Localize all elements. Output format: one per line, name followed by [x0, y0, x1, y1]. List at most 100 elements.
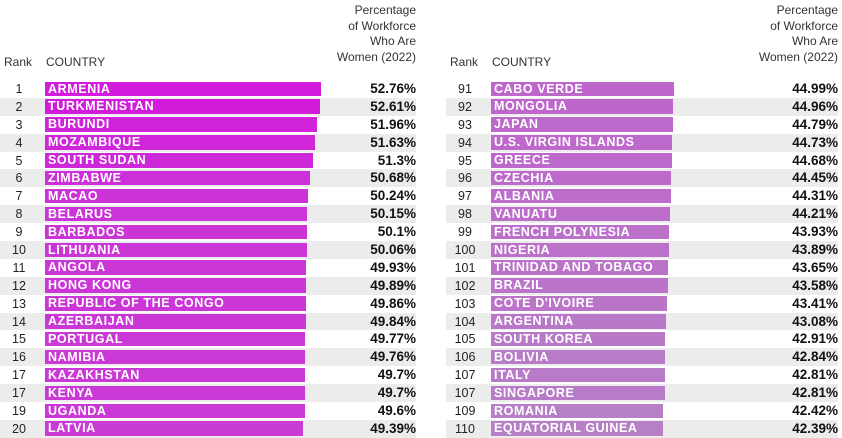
- value-label: 44.45%: [792, 170, 838, 186]
- rank-label: 16: [12, 350, 26, 365]
- bar: MONGOLIA: [491, 99, 674, 114]
- bar: ANGOLA: [45, 260, 307, 275]
- rank-label: 9: [15, 225, 23, 240]
- bar: CABO VERDE: [491, 81, 674, 96]
- bar: TURKMENISTAN: [45, 99, 321, 114]
- table-row: 98 VANUATU 44.21%: [446, 205, 838, 224]
- value-label: 44.96%: [792, 98, 838, 114]
- value-label: 43.65%: [792, 259, 838, 275]
- bar: EQUATORIAL GUINEA: [491, 421, 663, 436]
- rank-label: 109: [454, 404, 476, 419]
- rank-label: 97: [458, 189, 472, 204]
- value-label: 51.3%: [377, 152, 416, 168]
- rank-label: 91: [458, 82, 472, 96]
- bar: BURUNDI: [45, 117, 317, 132]
- value-label: 42.81%: [792, 367, 838, 383]
- value-label: 49.93%: [370, 259, 416, 275]
- rank-label: 98: [458, 207, 472, 222]
- rank-label: 103: [454, 296, 476, 311]
- table-row: 104 ARGENTINA 43.08%: [446, 312, 838, 331]
- value-label: 50.06%: [370, 242, 416, 258]
- bar: BARBADOS: [45, 224, 308, 240]
- value-label: 42.84%: [792, 349, 838, 365]
- bar: HONG KONG: [45, 278, 306, 293]
- rank-label: 5: [15, 153, 23, 168]
- rank-label: 101: [454, 260, 476, 275]
- bar: FRENCH POLYNESIA: [491, 224, 670, 240]
- rank-label: 3: [15, 117, 23, 132]
- bar: CZECHIA: [491, 170, 672, 186]
- bar: GREECE: [491, 153, 673, 168]
- table-row: 103 COTE D'IVOIRE 43.41%: [446, 295, 838, 313]
- table-row: 19 UGANDA 49.6%: [0, 402, 416, 420]
- value-label: 42.42%: [792, 403, 838, 419]
- rows-left: 1 ARMENIA 52.76% 2 TURKMENISTAN 52.61% 3 BURUND…: [0, 80, 416, 438]
- right-panel: Rank COUNTRY Percentage of Workforce Who…: [446, 0, 838, 438]
- value-label: 50.15%: [370, 206, 416, 222]
- rank-label: 7: [15, 189, 23, 204]
- value-label: 44.21%: [792, 206, 838, 222]
- bar: SOUTH SUDAN: [45, 153, 314, 168]
- value-label: 49.84%: [370, 313, 416, 329]
- bar: PORTUGAL: [45, 331, 306, 347]
- table-row: 105 SOUTH KOREA 42.91%: [446, 330, 838, 348]
- bar: AZERBAIJAN: [45, 314, 306, 329]
- rank-label: 107: [454, 386, 476, 401]
- bar: UGANDA: [45, 403, 305, 419]
- left-panel: Rank COUNTRY Percentage of Workforce Who…: [0, 0, 416, 438]
- value-label: 52.76%: [370, 81, 416, 96]
- table-row: 94 U.S. VIRGIN ISLANDS 44.73%: [446, 133, 838, 152]
- rank-label: 19: [12, 404, 26, 419]
- table-row: 6 ZIMBABWE 50.68%: [0, 169, 416, 188]
- bar: KENYA: [45, 385, 305, 401]
- table-row: 3 BURUNDI 51.96%: [0, 116, 416, 134]
- table-row: 15 PORTUGAL 49.77%: [0, 330, 416, 348]
- table-row: 99 FRENCH POLYNESIA 43.93%: [446, 223, 838, 241]
- value-label: 43.89%: [792, 242, 838, 258]
- table-row: 92 MONGOLIA 44.96%: [446, 97, 838, 116]
- value-label: 44.79%: [792, 116, 838, 132]
- value-label: 49.76%: [370, 349, 416, 365]
- table-row: 109 ROMANIA 42.42%: [446, 402, 838, 420]
- bar: BRAZIL: [491, 278, 668, 293]
- bar: TRINIDAD AND TOBAGO: [491, 260, 668, 275]
- rank-label: 17: [12, 368, 26, 383]
- bar: ZIMBABWE: [45, 170, 311, 186]
- bar: ROMANIA: [491, 403, 664, 419]
- rank-label: 92: [458, 99, 472, 114]
- country-header: COUNTRY: [492, 55, 552, 69]
- table-row: 7 MACAO 50.24%: [0, 187, 416, 205]
- table-row: 95 GREECE 44.68%: [446, 152, 838, 170]
- rows-right: 91 CABO VERDE 44.99% 92 MONGOLIA 44.96% 93 JAPA…: [446, 80, 838, 438]
- table-row: 91 CABO VERDE 44.99%: [446, 80, 838, 98]
- value-label: 44.68%: [792, 152, 838, 168]
- table-row: 17 KENYA 49.7%: [0, 384, 416, 403]
- percentage-header: Percentage of Workforce Who Are Women (2…: [758, 3, 838, 64]
- table-row: 1 ARMENIA 52.76%: [0, 80, 416, 98]
- rank-label: 8: [15, 207, 23, 222]
- rank-label: 95: [458, 153, 472, 168]
- bar: BOLIVIA: [491, 349, 665, 365]
- bar: ITALY: [491, 367, 665, 383]
- table-row: 107 SINGAPORE 42.81%: [446, 384, 838, 403]
- bar: KAZAKHSTAN: [45, 367, 305, 383]
- table-row: 9 BARBADOS 50.1%: [0, 223, 416, 241]
- rank-label: 93: [458, 117, 472, 132]
- table-row: 16 NAMIBIA 49.76%: [0, 348, 416, 367]
- value-label: 43.93%: [792, 224, 838, 240]
- percentage-header: Percentage of Workforce Who Are Women (2…: [336, 3, 416, 64]
- value-label: 49.39%: [370, 420, 416, 436]
- table-row: 13 REPUBLIC OF THE CONGO 49.86%: [0, 295, 416, 313]
- value-label: 42.91%: [792, 331, 838, 347]
- table-row: 5 SOUTH SUDAN 51.3%: [0, 152, 416, 170]
- rank-label: 104: [454, 314, 476, 329]
- value-label: 49.77%: [370, 331, 416, 347]
- table-row: 102 BRAZIL 43.58%: [446, 276, 838, 295]
- rank-label: 20: [12, 421, 26, 436]
- rank-label: 110: [455, 421, 475, 436]
- rank-label: 94: [458, 135, 472, 150]
- table-row: 14 AZERBAIJAN 49.84%: [0, 312, 416, 331]
- bar: U.S. VIRGIN ISLANDS: [491, 135, 673, 150]
- rank-header: Rank: [450, 55, 479, 69]
- rank-label: 100: [454, 243, 476, 258]
